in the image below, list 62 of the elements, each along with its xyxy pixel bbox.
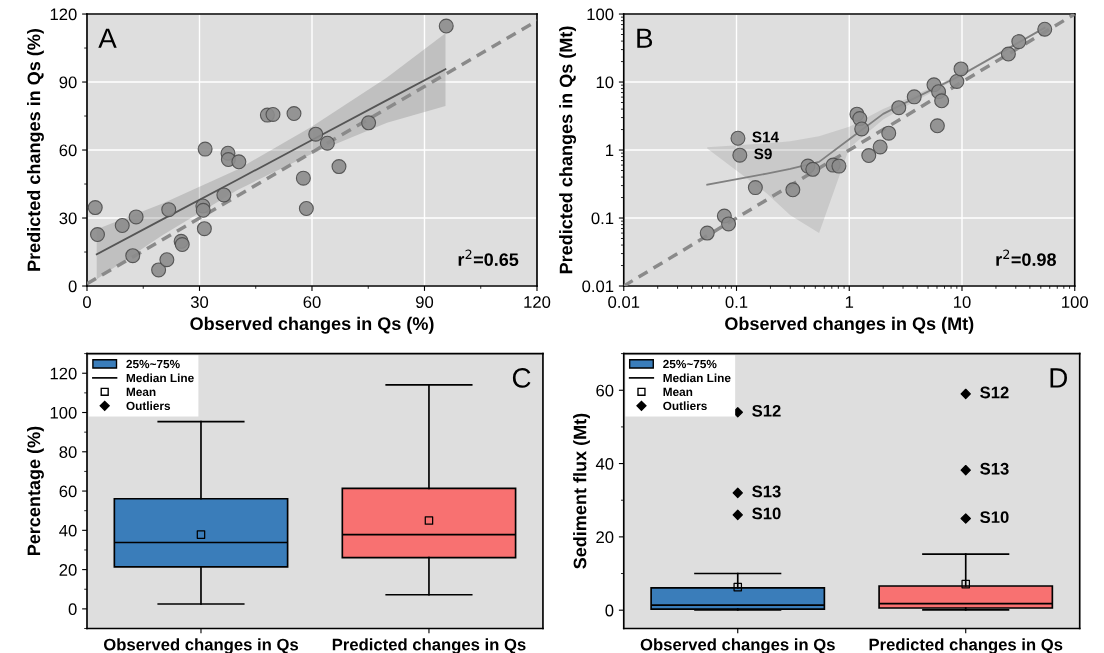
y-axis-title: Predicted changes in Qs (Mt) xyxy=(559,26,577,274)
y-tick-label: 60 xyxy=(59,144,77,157)
annotation: S10 xyxy=(752,507,781,520)
annotation: D xyxy=(1050,368,1067,388)
y-tick-label: 30 xyxy=(59,212,77,225)
x-tick-label: Predicted changes in Qs xyxy=(869,638,1063,653)
y-tick-label: 60 xyxy=(59,485,77,498)
legend-label: Mean xyxy=(663,387,693,397)
y-tick-label: 0.1 xyxy=(591,212,614,225)
annotation: S9 xyxy=(754,148,772,160)
x-tick-label: 60 xyxy=(303,296,321,308)
y-tick-label: 0.01 xyxy=(582,280,614,293)
y-tick-label: 40 xyxy=(595,457,614,470)
x-tick-label: Predicted changes in Qs xyxy=(332,638,526,653)
annotation: r$^{2}$=0.65 xyxy=(458,249,519,266)
x-tick-label: 120 xyxy=(524,296,551,308)
annotation: A xyxy=(98,28,117,48)
x-axis-title: Observed changes in Qs (Mt) xyxy=(725,316,974,334)
legend-label: Outliers xyxy=(126,401,171,411)
y-axis-title: Percentage (%) xyxy=(27,426,44,556)
y-tick-label: 0 xyxy=(68,603,77,616)
x-tick-label: 10 xyxy=(954,296,971,308)
x-axis-title: Observed changes in Qs (%) xyxy=(190,316,434,334)
y-tick-label: 0 xyxy=(605,604,614,617)
y-tick-label: 100 xyxy=(587,8,614,21)
y-tick-label: 0 xyxy=(68,280,77,293)
y-axis-title: Sediment flux (Mt) xyxy=(573,413,590,569)
annotation: C xyxy=(512,368,531,388)
annotation: Median Line xyxy=(663,373,731,383)
y-tick-label: 100 xyxy=(50,406,77,419)
x-tick-label: 100 xyxy=(1062,296,1088,308)
y-tick-label: 20 xyxy=(596,531,614,544)
y-tick-label: 20 xyxy=(59,564,77,576)
x-tick-label: 0 xyxy=(83,296,91,308)
y-tick-label: 90 xyxy=(59,76,77,89)
legend-label: Outliers xyxy=(663,401,707,411)
annotation: S14 xyxy=(752,131,779,143)
x-tick-label: 0.1 xyxy=(725,296,748,308)
x-tick-label: Observed changes in Qs xyxy=(640,638,835,653)
y-tick-label: 80 xyxy=(59,446,77,458)
annotation: Median Line xyxy=(126,373,194,383)
annotation: S12 xyxy=(752,404,781,417)
annotation: S13 xyxy=(752,485,781,498)
annotation: S10 xyxy=(980,511,1009,524)
y-tick-label: 1 xyxy=(606,144,614,157)
annotation: r$^{2}$=0.98 xyxy=(996,249,1056,266)
x-tick-label: 90 xyxy=(416,296,434,308)
legend-label: 25%~75% xyxy=(126,359,180,369)
y-axis-title: Predicted changes in Qs (%) xyxy=(27,29,44,271)
x-tick-label: 30 xyxy=(190,296,209,308)
annotation: B xyxy=(637,28,653,48)
annotation: S13 xyxy=(980,462,1009,475)
y-tick-label: 10 xyxy=(596,76,614,89)
legend-label: 25%~75% xyxy=(663,359,717,369)
annotation: S12 xyxy=(980,386,1009,399)
x-tick-label: 1 xyxy=(845,296,854,308)
y-tick-label: 60 xyxy=(596,384,614,397)
x-tick-label: Observed changes in Qs xyxy=(103,638,299,653)
legend-label: Mean xyxy=(126,387,156,397)
y-tick-label: 120 xyxy=(50,367,77,380)
y-tick-label: 120 xyxy=(50,8,77,21)
y-tick-label: 40 xyxy=(59,524,77,537)
